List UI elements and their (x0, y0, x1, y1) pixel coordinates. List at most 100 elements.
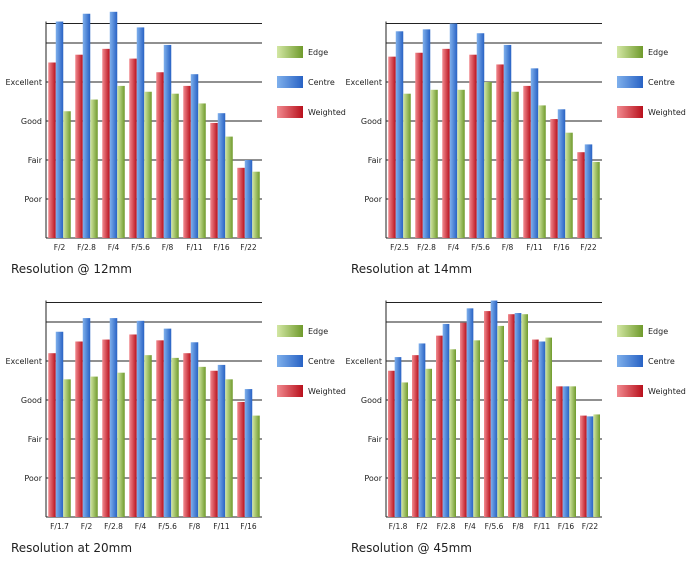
bar-centre-f-5-6 (163, 328, 172, 517)
legend-swatch-weighted (277, 385, 303, 397)
bar-weighted-f-2-8 (436, 335, 443, 517)
bar-weighted-f-1-8 (388, 370, 395, 517)
y-tick-label: Good (21, 117, 42, 126)
bar-weighted-f-4 (442, 48, 450, 238)
bar-centre-f-16 (557, 109, 566, 238)
x-tick-label: F/2.8 (77, 243, 96, 252)
bar-edge-f-1-8 (401, 382, 408, 517)
x-tick-label: F/8 (189, 522, 201, 531)
bar-edge-f-11 (198, 103, 206, 238)
x-tick-label: F/2.8 (417, 243, 436, 252)
bar-edge-f-5-6 (497, 325, 504, 517)
bar-centre-f-4 (109, 11, 118, 238)
bar-edge-f-8 (511, 91, 519, 238)
bar-edge-f-2-8 (430, 89, 438, 238)
legend-swatch-centre (277, 355, 303, 367)
x-tick-label: F/16 (240, 522, 257, 531)
x-tick-label: F/22 (240, 243, 257, 252)
bar-weighted-f-22 (577, 152, 585, 238)
bar-centre-f-8 (190, 342, 199, 517)
legend-label-weighted: Weighted (308, 108, 346, 117)
bar-centre-f-5-6 (476, 33, 485, 238)
legend-swatch-edge (277, 46, 303, 58)
bar-centre-f-1-8 (394, 357, 402, 517)
bar-weighted-f-2-8 (102, 339, 110, 517)
legend-label-edge: Edge (308, 48, 328, 57)
bar-weighted-f-2 (75, 341, 83, 517)
bar-edge-f-8 (198, 366, 206, 517)
bar-weighted-f-8 (156, 72, 164, 238)
bar-edge-f-5-6 (144, 91, 152, 238)
x-tick-label: F/22 (582, 522, 599, 531)
bar-centre-f-22 (584, 144, 593, 238)
legend-label-weighted: Weighted (648, 387, 686, 396)
y-tick-label: Excellent (5, 357, 42, 366)
y-tick-label: Good (361, 396, 382, 405)
bar-weighted-f-2-8 (75, 54, 83, 239)
x-tick-label: F/2.8 (437, 522, 456, 531)
bar-weighted-f-5-6 (469, 54, 477, 239)
bar-edge-f-1-7 (63, 379, 71, 517)
chart-caption: Resolution @ 12mm (11, 262, 132, 276)
bar-edge-f-2 (63, 111, 71, 238)
bar-edge-f-16 (569, 386, 576, 517)
bar-centre-f-2 (55, 21, 64, 238)
legend-label-centre: Centre (648, 78, 675, 87)
bar-weighted-f-4 (460, 322, 467, 517)
bar-centre-f-2 (82, 318, 91, 517)
y-tick-label: Fair (368, 156, 383, 165)
legend-label-edge: Edge (648, 48, 668, 57)
legend-label-weighted: Weighted (648, 108, 686, 117)
legend-label-edge: Edge (648, 327, 668, 336)
y-tick-label: Poor (364, 474, 382, 483)
bar-edge-f-11 (545, 337, 552, 517)
bar-edge-f-22 (593, 414, 600, 517)
bar-centre-f-11 (190, 74, 199, 238)
bar-centre-f-2-8 (442, 323, 450, 517)
x-tick-label: F/8 (512, 522, 524, 531)
bar-chart-12mm: Poor Fair Good Excellent F/2 F/2.8 F/4 F/5.6 F/8… (5, 11, 346, 252)
bar-centre-f-11 (538, 341, 546, 517)
x-tick-label: F/5.6 (131, 243, 150, 252)
legend-swatch-weighted (617, 385, 643, 397)
bar-edge-f-2-8 (117, 372, 125, 517)
bar-edge-f-22 (252, 171, 260, 238)
bar-edge-f-16 (565, 132, 573, 238)
bar-weighted-f-11 (210, 370, 218, 517)
y-tick-label: Excellent (345, 78, 382, 87)
bar-centre-f-2-5 (395, 31, 404, 238)
bar-edge-f-2-8 (90, 99, 98, 238)
bar-edge-f-4 (117, 85, 125, 239)
x-tick-label: F/16 (213, 243, 230, 252)
x-tick-label: F/5.6 (471, 243, 490, 252)
y-tick-label: Poor (364, 195, 382, 204)
x-tick-label: F/1.7 (50, 522, 69, 531)
x-tick-label: F/1.8 (389, 522, 408, 531)
legend-swatch-edge (277, 325, 303, 337)
bar-edge-f-22 (592, 161, 600, 238)
bar-weighted-f-8 (508, 314, 515, 517)
bar-edge-f-4 (457, 89, 465, 238)
x-tick-label: F/8 (502, 243, 514, 252)
bar-chart-14mm: Poor Fair Good Excellent F/2.5 F/2.8 F/4 F/5.6 F… (345, 21, 686, 252)
y-tick-label: Fair (368, 435, 383, 444)
bar-chart-45mm: Poor Fair Good Excellent F/1.8 F/2 F/2.8 F/4 F/5… (345, 300, 686, 531)
bar-edge-f-8 (171, 93, 179, 238)
bar-centre-f-2-8 (422, 29, 431, 238)
bar-weighted-f-11 (523, 85, 531, 239)
bar-centre-f-16 (562, 386, 570, 517)
bar-weighted-f-1-7 (48, 353, 56, 517)
bar-centre-f-4 (466, 308, 474, 517)
bar-edge-f-8 (521, 314, 528, 517)
bar-weighted-f-16 (210, 122, 218, 238)
x-tick-label: F/8 (162, 243, 174, 252)
chart-caption: Resolution @ 45mm (351, 541, 472, 555)
x-tick-label: F/11 (534, 522, 551, 531)
x-tick-label: F/2.5 (390, 243, 409, 252)
legend-swatch-edge (617, 325, 643, 337)
x-tick-label: F/4 (135, 522, 147, 531)
x-tick-label: F/22 (580, 243, 597, 252)
bar-centre-f-16 (244, 389, 253, 517)
bar-centre-f-5-6 (490, 300, 498, 517)
x-tick-label: F/11 (213, 522, 230, 531)
